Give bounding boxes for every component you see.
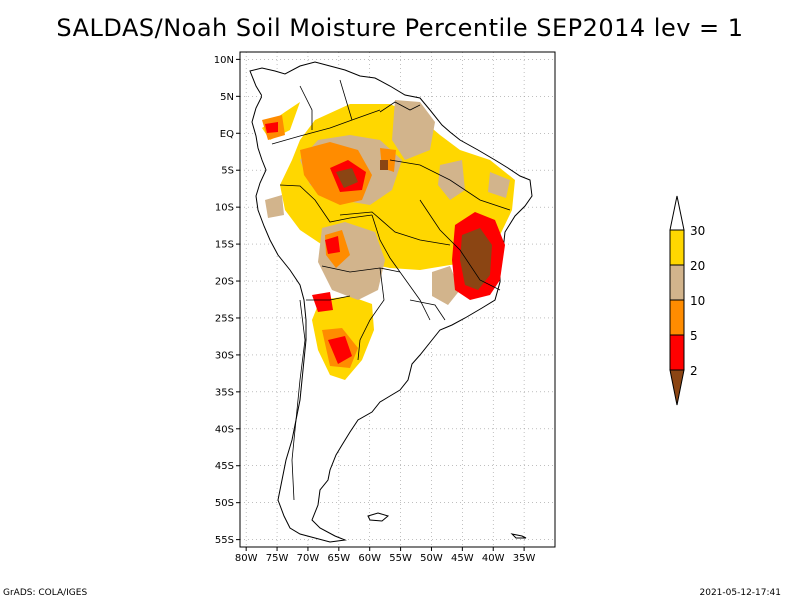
colorbar-legend: 30 20 10 5 2	[669, 195, 705, 406]
lat-tick-label: 45S	[215, 461, 234, 472]
lat-tick-label: EQ	[220, 129, 234, 140]
lon-tick-label: 75W	[266, 553, 289, 564]
lat-tick-label: 30S	[215, 350, 234, 361]
map-title: SALDAS/Noah Soil Moisture Percentile SEP…	[56, 14, 744, 42]
lon-tick-label: 35W	[513, 553, 536, 564]
colorbar-upper-cap	[669, 195, 685, 231]
lat-tick-label: 5N	[220, 92, 234, 103]
lat-tick-label: 35S	[215, 387, 234, 398]
lon-tick-label: 40W	[482, 553, 505, 564]
lon-tick-label: 65W	[328, 553, 351, 564]
lat-tick-label: 5S	[221, 166, 234, 177]
colorbar-segment-20-30	[669, 229, 685, 266]
timestamp: 2021-05-12-17:41	[699, 588, 782, 598]
lat-tick-label: 10N	[214, 55, 234, 66]
legend-label-5: 5	[690, 329, 698, 343]
latitude-tick-labels: 10N 5N EQ 5S 10S 15S 20S 25S 30S 35S 40S 45S 50S 55S	[214, 55, 240, 546]
lat-tick-label: 20S	[215, 277, 234, 288]
map-content	[249, 61, 533, 543]
legend-label-30: 30	[690, 224, 705, 238]
grads-credit: GrADS: COLA/IGES	[3, 588, 88, 598]
lon-tick-label: 80W	[235, 553, 258, 564]
colorbar-segment-5-10	[669, 299, 685, 336]
legend-label-2: 2	[690, 364, 698, 378]
colorbar-segment-10-20	[669, 264, 685, 301]
legend-label-20: 20	[690, 259, 705, 273]
shading-below-2	[336, 160, 492, 290]
legend-label-10: 10	[690, 294, 705, 308]
south-georgia	[510, 533, 527, 539]
lon-tick-label: 45W	[451, 553, 474, 564]
lat-tick-label: 50S	[215, 498, 234, 509]
lat-tick-label: 40S	[215, 424, 234, 435]
lat-tick-label: 15S	[215, 240, 234, 251]
map-frame	[239, 51, 556, 548]
falkland-islands	[367, 512, 390, 522]
lon-tick-label: 70W	[297, 553, 320, 564]
lon-tick-label: 55W	[389, 553, 412, 564]
lat-tick-label: 55S	[215, 535, 234, 546]
lon-tick-label: 50W	[420, 553, 443, 564]
colorbar-segment-2-5	[669, 334, 685, 371]
lon-tick-label: 60W	[358, 553, 381, 564]
country-borders	[271, 79, 511, 501]
colorbar-lower-cap	[669, 369, 685, 406]
lat-tick-label: 10S	[215, 203, 234, 214]
longitude-tick-labels: 80W 75W 70W 65W 60W 55W 50W 45W 40W 35W	[235, 547, 536, 564]
lat-tick-label: 25S	[215, 313, 234, 324]
